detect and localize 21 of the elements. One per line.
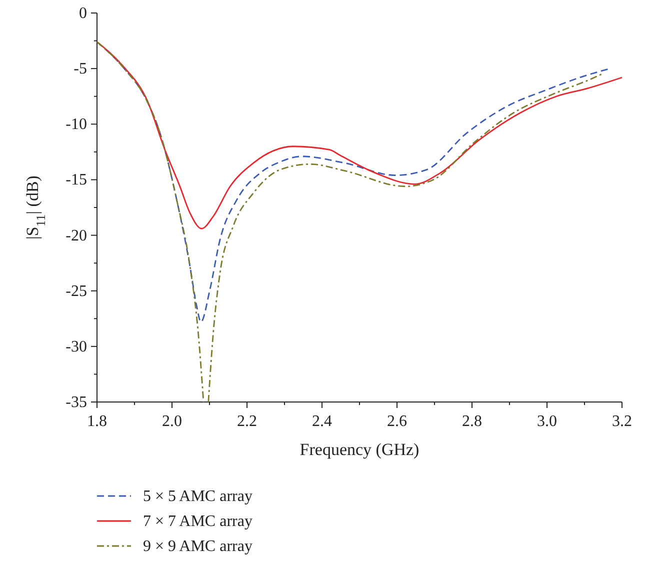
x-tick-label: 2.6: [387, 413, 407, 430]
x-tick-label: 3.2: [612, 413, 632, 430]
y-tick-label: -35: [66, 394, 87, 411]
y-tick-label: -15: [66, 172, 87, 189]
y-tick-label: -10: [66, 116, 87, 134]
x-axis-title: Frequency (GHz): [300, 440, 420, 459]
y-tick-label: 0: [79, 5, 87, 22]
legend-label: 5 × 5 AMC array: [143, 488, 252, 505]
x-tick-label: 3.0: [537, 413, 557, 430]
text: 2.0: [162, 413, 182, 430]
x-tick-label: 2.4: [312, 413, 332, 430]
x-tick-label: 2.8: [462, 413, 482, 430]
y-tick-label: -20: [66, 227, 87, 244]
line-series: [97, 41, 623, 230]
y-tick-label: -25: [66, 282, 87, 300]
legend-label: 7 × 7 AMC array: [143, 513, 252, 530]
x-tick-label: 1.8: [87, 413, 107, 430]
y-tick-label: -5: [74, 60, 87, 78]
y-tick-label: -30: [66, 338, 87, 356]
x-tick-label: 2.2: [237, 413, 257, 430]
legend-label: 9 × 9 AMC array: [143, 538, 252, 555]
